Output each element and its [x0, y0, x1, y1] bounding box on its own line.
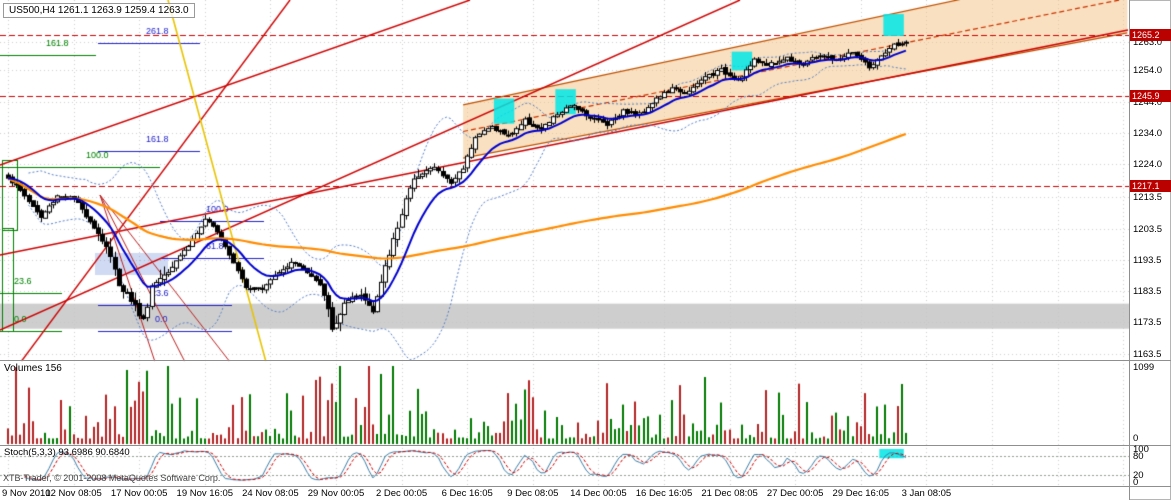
volume-axis-label: 1099	[1133, 362, 1155, 373]
time-axis-label: 3 Jan 08:05	[901, 488, 952, 499]
time-axis-label: 19 Nov 16:05	[176, 488, 234, 499]
time-axis[interactable]: 9 Nov 2010 12 Nov 08:05 17 Nov 00:05 19 Nov…	[0, 487, 1129, 500]
time-axis-label: 9 Nov 2010	[2, 488, 51, 499]
price-axis-label: 1213.5	[1133, 192, 1163, 204]
stoch-axis-label: 20	[1133, 470, 1144, 482]
pane-separator-volume-stoch[interactable]	[0, 445, 1171, 446]
symbol-title: US500,H4 1261.1 1263.9 1259.4 1263.0	[3, 3, 195, 18]
price-line-badge: 1245.9	[1130, 89, 1171, 102]
price-axis-label: 1173.5	[1133, 317, 1162, 329]
price-axis-label: 1203.5	[1133, 223, 1163, 235]
platform-copyright: XTB-Trader, © 2001-2008 MetaQuotes Softw…	[3, 473, 221, 483]
price-axis[interactable]: 1263.0 1254.0 1244.0 1234.0 1224.0 1213.5 1203…	[1130, 0, 1171, 500]
price-axis-border	[1129, 0, 1130, 500]
price-axis-label: 1254.0	[1133, 65, 1163, 77]
time-axis-label: 9 Dec 08:05	[507, 488, 559, 499]
time-axis-label: 6 Dec 16:05	[441, 488, 493, 499]
time-axis-label: 16 Dec 16:05	[635, 488, 693, 499]
price-axis-label: 1193.5	[1133, 254, 1162, 266]
time-axis-label: 17 Nov 00:05	[110, 488, 168, 499]
price-axis-label: 1263.0	[1133, 37, 1163, 49]
price-line-badge: 1217.1	[1130, 179, 1171, 192]
price-axis-label: 1234.0	[1133, 128, 1163, 140]
time-axis-label: 21 Dec 08:05	[701, 488, 758, 499]
time-axis-label: 29 Nov 00:05	[307, 488, 365, 499]
time-axis-label: 29 Dec 16:05	[832, 488, 890, 499]
price-axis-label: 1224.0	[1133, 159, 1163, 171]
stoch-axis-label: 0	[1133, 477, 1139, 488]
time-axis-label: 27 Dec 00:05	[766, 488, 824, 499]
stoch-axis-label: 100	[1133, 444, 1149, 455]
stochastic-indicator-label: Stoch(5,3,3) 93.6986 90.6840	[4, 447, 130, 458]
time-axis-label: 14 Dec 00:05	[570, 488, 627, 499]
time-axis-label: 2 Dec 00:05	[375, 488, 428, 499]
time-axis-label: 12 Nov 08:05	[45, 488, 102, 499]
price-axis-label: 1244.0	[1133, 96, 1163, 108]
chart-canvas[interactable]	[0, 0, 1129, 500]
price-axis-label: 1183.5	[1133, 286, 1162, 298]
price-axis-label: 1163.5	[1133, 348, 1162, 360]
volumes-indicator-label: Volumes 156	[4, 363, 62, 374]
pane-separator-stoch-timeaxis	[0, 486, 1171, 487]
time-axis-label: 24 Nov 08:05	[242, 488, 299, 499]
pane-separator-main-volume[interactable]	[0, 360, 1171, 361]
volume-axis-label: 0	[1133, 433, 1139, 444]
price-line-badge: 1265.2	[1130, 29, 1171, 42]
stoch-axis-label: 80	[1133, 450, 1144, 462]
